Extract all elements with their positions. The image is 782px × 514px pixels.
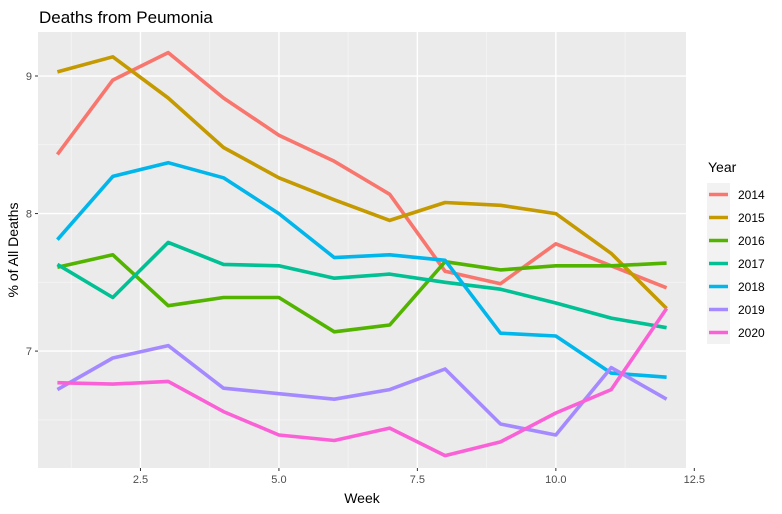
y-tick-label: 7 xyxy=(26,346,32,358)
series-line-2016 xyxy=(57,253,667,334)
y-axis-title: % of All Deaths xyxy=(5,203,21,298)
legend-label-2015: 2015 xyxy=(738,211,765,225)
chart-title: Deaths from Peumonia xyxy=(39,8,213,27)
y-tick-label: 8 xyxy=(26,209,32,221)
legend-label-2016: 2016 xyxy=(738,234,765,248)
x-tick-label: 5.0 xyxy=(271,474,286,486)
x-tick-label: 12.5 xyxy=(684,474,705,486)
legend-title: Year xyxy=(708,159,737,175)
legend: Year 2014 2015 2016 2017 2018 2019 2020 xyxy=(707,159,765,344)
y-tick-label: 9 xyxy=(26,71,32,83)
series-lines xyxy=(55,50,669,458)
minor-gridlines xyxy=(38,32,686,468)
legend-label-2020: 2020 xyxy=(738,326,765,340)
series-line-2020 xyxy=(57,307,669,458)
series-line-2018 xyxy=(56,160,667,379)
legend-label-2017: 2017 xyxy=(738,257,765,271)
series-line-2019 xyxy=(56,343,668,437)
legend-items: 2014 2015 2016 2017 2018 2019 2020 xyxy=(707,183,765,344)
x-tick-label: 10.0 xyxy=(545,474,566,486)
legend-label-2018: 2018 xyxy=(738,280,765,294)
x-axis-title: Week xyxy=(344,490,381,506)
series-line-2017 xyxy=(56,240,667,330)
x-tick-label: 7.5 xyxy=(410,474,425,486)
y-axis: 7 8 9 xyxy=(26,71,38,358)
legend-label-2014: 2014 xyxy=(738,188,765,202)
x-axis: 2.5 5.0 7.5 10.0 12.5 xyxy=(133,468,705,486)
series-line-2014 xyxy=(55,50,668,290)
x-tick-label: 2.5 xyxy=(133,474,148,486)
series-line-2015 xyxy=(56,54,668,310)
legend-label-2019: 2019 xyxy=(738,303,765,317)
plot-panel xyxy=(38,32,686,468)
